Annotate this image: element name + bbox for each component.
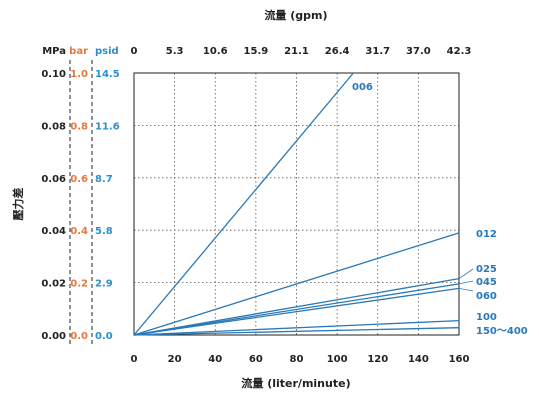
x2-tick-label: 37.0	[406, 46, 431, 57]
y-tick-label-mpa: 0.00	[41, 331, 66, 342]
x-tick-label: 0	[131, 354, 138, 365]
series-lines	[133, 72, 460, 336]
x2-tick-label: 5.3	[166, 46, 184, 57]
y-tick-label-mpa: 0.06	[41, 174, 66, 185]
x2-tick-label: 21.1	[284, 46, 309, 57]
series-line-025	[133, 278, 460, 336]
series-label: 006	[352, 82, 373, 93]
x-tick-label: 140	[408, 354, 429, 365]
y-tick-label-bar: 0.8	[70, 121, 88, 132]
series-leader-line	[458, 280, 474, 285]
x-tick-label: 120	[367, 354, 388, 365]
series-line-150400	[133, 327, 460, 336]
series-label: 025	[476, 264, 497, 275]
y-tick-label-bar: 0.0	[70, 331, 88, 342]
y-unit-psid: psid	[95, 46, 119, 57]
series-label: 045	[476, 277, 497, 288]
y-tick-label-mpa: 0.10	[41, 69, 66, 80]
y-unit-mpa: MPa	[42, 46, 66, 57]
x2-axis-title: 流量 (gpm)	[264, 8, 327, 22]
series-line-100	[133, 319, 460, 336]
x2-tick-label: 0	[131, 46, 138, 57]
x-tick-label: 60	[249, 354, 263, 365]
series-label: 012	[476, 229, 497, 240]
series-labels: 006 012 025 045 060 100 150～400	[352, 82, 528, 337]
x-tick-label: 100	[327, 354, 348, 365]
series-line-006	[133, 72, 354, 336]
y-tick-label-psid: 5.8	[95, 226, 113, 237]
y-tick-label-bar: 0.6	[70, 174, 88, 185]
plot-frame	[133, 72, 460, 336]
y-tick-label-psid: 0.0	[95, 331, 113, 342]
y-tick-label-bar: 1.0	[70, 69, 88, 80]
x-tick-label: 20	[168, 354, 182, 365]
y-tick-label-psid: 11.6	[95, 121, 120, 132]
x2-tick-label: 42.3	[447, 46, 472, 57]
series-line-045	[133, 283, 460, 336]
x-tick-label: 160	[449, 354, 470, 365]
x-axis-title: 流量 (liter/minute)	[241, 376, 350, 390]
x-tick-label: 40	[208, 354, 222, 365]
y-tick-label-psid: 14.5	[95, 69, 120, 80]
series-line-012	[133, 232, 460, 336]
x2-tick-label: 26.4	[325, 46, 350, 57]
y-tick-label-mpa: 0.02	[41, 279, 66, 290]
x-axis: 0 20 40 60 80 100 120 140 160	[131, 354, 470, 365]
x2-tick-label: 31.7	[365, 46, 390, 57]
series-label: 150～400	[476, 326, 528, 337]
x-tick-label: 80	[290, 354, 304, 365]
y-tick-label-bar: 0.4	[70, 226, 88, 237]
y-unit-bar: bar	[69, 46, 88, 57]
x2-tick-label: 10.6	[203, 46, 228, 57]
y-tick-label-mpa: 0.08	[41, 121, 66, 132]
series-label: 060	[476, 291, 497, 302]
y-tick-label-psid: 8.7	[95, 174, 113, 185]
y-axes: 0.00 0.0 0.0 0.02 0.2 2.9 0.04 0.4 5.8 0.06 0.6 8.7…	[41, 46, 120, 345]
y-tick-label-psid: 2.9	[95, 279, 113, 290]
series-label: 100	[476, 312, 497, 323]
y-axis-title: 壓力差	[11, 188, 25, 221]
x2-axis: 0 5.3 10.6 15.9 21.1 26.4 31.7 37.0 42.3	[131, 46, 472, 57]
x2-tick-label: 15.9	[244, 46, 269, 57]
y-tick-label-bar: 0.2	[70, 279, 88, 290]
series-line-060	[133, 287, 460, 336]
series-leader-line	[458, 287, 474, 292]
series-leader-line	[458, 268, 474, 279]
y-tick-label-mpa: 0.04	[41, 226, 66, 237]
